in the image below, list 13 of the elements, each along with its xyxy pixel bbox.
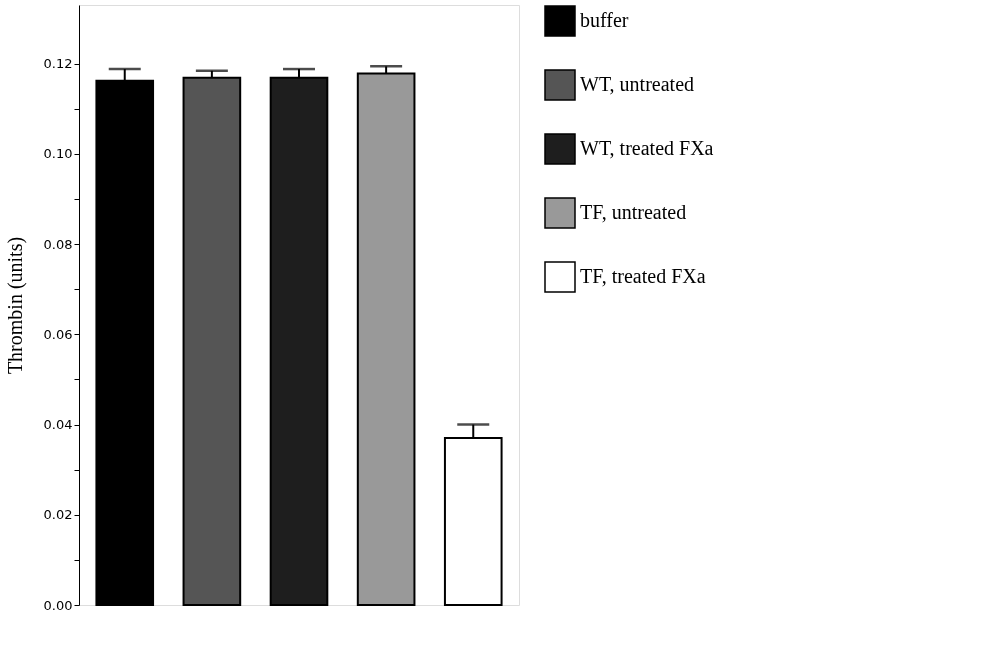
legend-label: buffer	[580, 9, 629, 31]
legend-label: WT, untreated	[580, 73, 695, 95]
y-tick-label: 0.10	[43, 146, 73, 162]
legend-label: TF, treated FXa	[580, 265, 706, 287]
y-axis-title: Thrombin (units)	[3, 236, 27, 375]
y-tick-label: 0.12	[43, 56, 73, 72]
legend-label: TF, untreated	[580, 201, 687, 223]
y-tick-label: 0.00	[43, 597, 73, 613]
y-tick-label: 0.02	[43, 507, 73, 523]
y-tick-label: 0.04	[43, 417, 73, 433]
legend-label: WT, treated FXa	[580, 137, 714, 159]
y-tick-label: 0.08	[43, 236, 73, 252]
y-tick-label: 0.06	[43, 326, 73, 342]
